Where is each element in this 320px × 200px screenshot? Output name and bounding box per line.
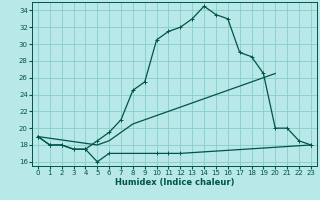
- X-axis label: Humidex (Indice chaleur): Humidex (Indice chaleur): [115, 178, 234, 187]
